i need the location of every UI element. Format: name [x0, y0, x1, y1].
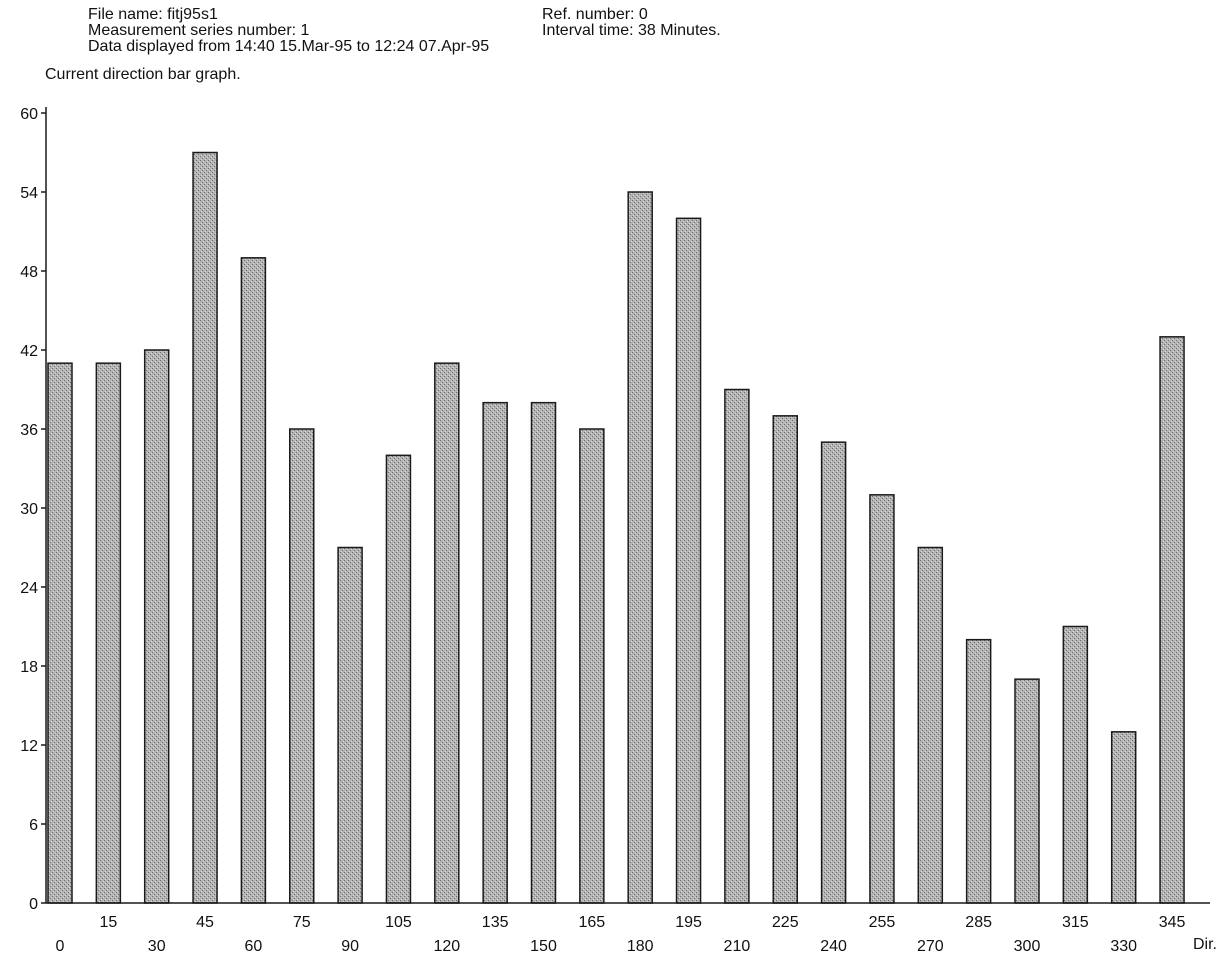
- bar-285: [965, 638, 992, 904]
- y-tick-label: 36: [20, 422, 38, 439]
- chart-title: Current direction bar graph.: [45, 66, 241, 83]
- bar-75: [289, 428, 315, 904]
- y-tick-label: 60: [20, 106, 38, 123]
- bar-90: [337, 546, 363, 904]
- x-tick-label: 330: [1110, 938, 1137, 955]
- bar-15: [95, 362, 122, 904]
- y-tick-label: 42: [20, 343, 38, 360]
- bar-300: [1014, 678, 1040, 904]
- bar-180: [627, 191, 653, 904]
- bar-225: [772, 415, 798, 904]
- x-tick-label: 30: [148, 938, 166, 955]
- bar-105: [385, 454, 412, 904]
- x-tick-label: 165: [578, 914, 605, 931]
- bar-60: [240, 257, 267, 904]
- x-tick-label: 0: [56, 938, 65, 955]
- x-tick-label: 270: [917, 938, 944, 955]
- bar-315: [1062, 625, 1089, 904]
- x-tick-label: 135: [482, 914, 509, 931]
- y-tick-label: 54: [20, 185, 38, 202]
- bar-45: [192, 151, 218, 904]
- x-tick-label: 90: [341, 938, 359, 955]
- x-tick-label: 225: [772, 914, 799, 931]
- x-tick-label: 300: [1014, 938, 1041, 955]
- series-number-label: Measurement series number: 1: [88, 22, 310, 39]
- y-tick-label: 12: [20, 738, 38, 755]
- bar-270: [917, 546, 944, 904]
- x-tick-label: 195: [675, 914, 702, 931]
- bar-195: [675, 217, 702, 904]
- x-tick-label: 210: [724, 938, 751, 955]
- x-tick-label: 345: [1159, 914, 1186, 931]
- bar-345: [1159, 336, 1185, 904]
- bar-135: [482, 401, 508, 904]
- bar-120: [434, 362, 460, 904]
- bar-150: [530, 401, 557, 904]
- bar-0: [47, 362, 73, 904]
- axes-layer: [41, 107, 1210, 904]
- x-tick-label: 120: [433, 938, 460, 955]
- y-tick-label: 48: [20, 264, 38, 281]
- x-tick-label: 180: [627, 938, 654, 955]
- bar-165: [579, 428, 605, 904]
- y-tick-label: 6: [29, 817, 38, 834]
- file-name-label: File name: fitj95s1: [88, 6, 218, 23]
- x-tick-label: 105: [385, 914, 412, 931]
- x-tick-label: 60: [245, 938, 263, 955]
- ref-number-label: Ref. number: 0: [542, 6, 648, 23]
- x-tick-label: 15: [99, 914, 117, 931]
- bars-layer: [47, 151, 1185, 904]
- bar-210: [724, 388, 750, 904]
- bar-330: [1110, 731, 1137, 904]
- x-tick-label: 75: [293, 914, 311, 931]
- y-tick-label: 24: [20, 580, 38, 597]
- data-range-label: Data displayed from 14:40 15.Mar-95 to 1…: [88, 38, 490, 55]
- bar-255: [869, 494, 895, 904]
- y-tick-label: 30: [20, 501, 38, 518]
- y-tick-label: 0: [29, 896, 38, 913]
- x-tick-label: 45: [196, 914, 214, 931]
- x-axis-label: Dir.: [1193, 936, 1217, 953]
- x-tick-label: 255: [869, 914, 896, 931]
- bar-30: [143, 349, 170, 904]
- x-tick-label: 150: [530, 938, 557, 955]
- x-tick-label: 315: [1062, 914, 1089, 931]
- x-tick-label: 240: [820, 938, 847, 955]
- y-tick-label: 18: [20, 659, 38, 676]
- labels-layer: 0 6 12 18 24 30 36 42 48 54 60 0 15 30 45 60 75 90 105 120 1…: [20, 106, 1217, 955]
- x-tick-label: 285: [965, 914, 992, 931]
- bar-240: [820, 441, 847, 904]
- interval-time-label: Interval time: 38 Minutes.: [542, 22, 721, 39]
